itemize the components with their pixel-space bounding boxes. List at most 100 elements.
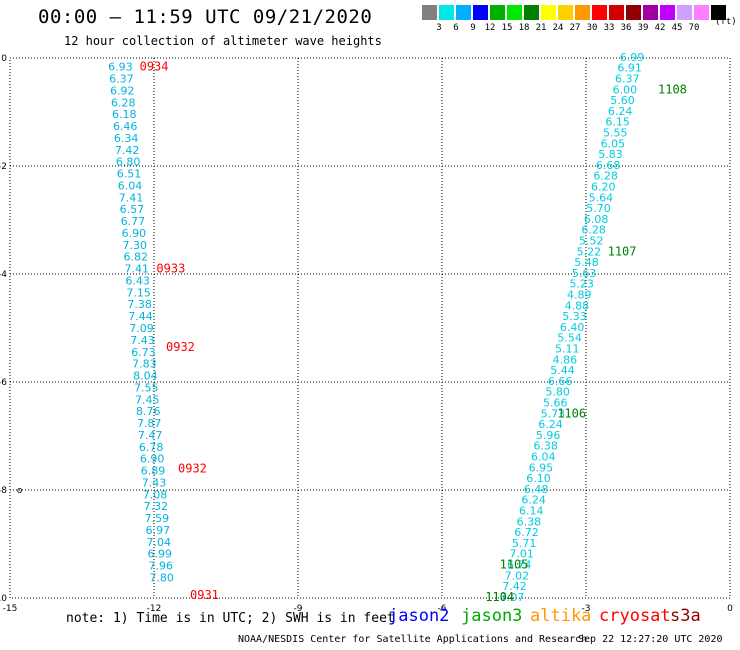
wave-height-value: 6.99 [148,548,173,561]
y-tick-label: -10 [0,594,7,604]
chart-subtitle: 12 hour collection of altimeter wave hei… [64,34,382,48]
wave-height-value: 5.11 [555,343,580,356]
wave-height-value: 7.07 [500,591,525,604]
wave-height-value: 6.91 [617,62,642,75]
wave-height-value: 7.44 [128,310,153,323]
wave-height-value: 6.37 [109,73,134,86]
legend-tick: 45 [671,23,683,33]
wave-height-value: 7.41 [124,263,149,276]
x-tick-label: 0 [727,604,733,614]
pass-time-label: 1106 [557,406,586,420]
legend-tick: 15 [501,23,513,33]
wave-height-value: 7.38 [127,298,152,311]
wave-height-value: 5.63 [572,267,597,280]
y-tick-label: 0 [1,54,7,64]
legend-tick: 39 [637,23,649,33]
wave-height-value: 5.60 [610,94,635,107]
legend-tick: 9 [470,23,476,33]
wave-height-value: 7.87 [137,417,162,430]
legend-swatch [490,5,505,20]
wave-height-value: 5.33 [562,310,587,323]
wave-height-value: 5.83 [598,148,623,161]
legend-tick: 70 [688,23,700,33]
wave-height-value: 8.04 [133,370,158,383]
wave-height-value: 6.37 [615,73,640,86]
legend-tick: 24 [552,23,564,33]
wave-height-value: 6.68 [596,159,621,172]
legend-unit: (ft) [715,17,737,27]
wave-height-value: 7.32 [144,500,169,513]
wave-height-value: 4.86 [553,353,578,366]
wave-height-value: 5.73 [541,407,566,420]
wave-height-value: 7.80 [149,571,174,584]
wave-height-value: 6.24 [538,418,563,431]
legend-swatch [575,5,590,20]
plot-frame [9,57,731,599]
wave-height-value: 7.15 [126,286,151,299]
x-tick-label: -15 [3,604,18,614]
wave-height-value: 6.90 [140,453,165,466]
pass-time-label: 1105 [500,558,529,572]
pass-time-label: 1104 [485,590,514,604]
wave-height-value: 5.70 [586,202,611,215]
legend-tick: 12 [484,23,496,33]
legend-swatch [677,5,692,20]
legend-tick: 3 [436,23,442,33]
wave-height-value: 4.89 [567,289,592,302]
wave-height-value: 7.42 [115,144,140,157]
chart-title: 00:00 – 11:59 UTC 09/21/2020 [38,6,373,28]
wave-height-value: 6.46 [113,120,138,133]
wave-height-value: 7.41 [119,191,144,204]
timestamp-text: Sep 22 12:27:20 UTC 2020 [578,634,723,645]
wave-height-value: 8.76 [136,405,161,418]
legend-tick: 27 [569,23,581,33]
wave-height-value: 6.77 [121,215,146,228]
wave-height-value: 7.09 [129,322,154,335]
wave-height-value: 7.96 [148,560,173,573]
legend-swatch [609,5,624,20]
wave-height-value: 6.05 [601,137,626,150]
legend-swatch [422,5,437,20]
wave-height-value: 4.88 [565,299,590,312]
x-tick-label: -6 [438,604,447,614]
pass-time-label: 0933 [156,262,185,276]
wave-height-value: 6.66 [548,375,573,388]
legend-swatch [711,5,726,20]
legend-swatch [626,5,641,20]
wave-height-value: 6.89 [141,465,166,478]
sat-altika-label: altika [530,606,592,626]
wave-height-value: 6.82 [124,251,149,264]
wave-height-value: 6.00 [613,83,638,96]
wave-height-value: 6.28 [111,96,136,109]
wave-height-value: 6.90 [122,227,147,240]
pass-time-label: 0934 [140,60,169,74]
legend-tick: 21 [535,23,547,33]
legend-tick: 36 [620,23,632,33]
wave-height-value: 5.54 [557,332,582,345]
wave-height-value: 6.15 [605,116,630,129]
legend-swatch [541,5,556,20]
wave-height-value: 5.52 [579,235,604,248]
wave-height-value: 6.43 [125,274,150,287]
location-marker: o [17,486,23,496]
wave-height-value: 6.04 [118,179,143,192]
wave-height-value: 6.24 [521,494,546,507]
legend-tick: 30 [586,23,598,33]
legend-swatch [592,5,607,20]
x-tick-label: -3 [582,604,591,614]
wave-height-value: 6.74 [507,559,532,572]
wave-height-value: 6.38 [533,440,558,453]
y-tick-label: -8 [0,486,7,496]
wave-height-value: 6.28 [593,170,618,183]
pass-time-label: 0932 [178,461,207,475]
pass-time-label: 1107 [608,244,637,258]
sat-cryosat-label: cryosat [599,606,671,626]
wave-height-value: 7.42 [502,580,527,593]
legend-swatch [660,5,675,20]
wave-height-value: 7.83 [132,358,157,371]
wave-height-value: 5.22 [577,245,602,258]
wave-height-value: 7.43 [142,476,167,489]
wave-height-value: 6.20 [591,181,616,194]
wave-height-value: 5.64 [589,191,614,204]
